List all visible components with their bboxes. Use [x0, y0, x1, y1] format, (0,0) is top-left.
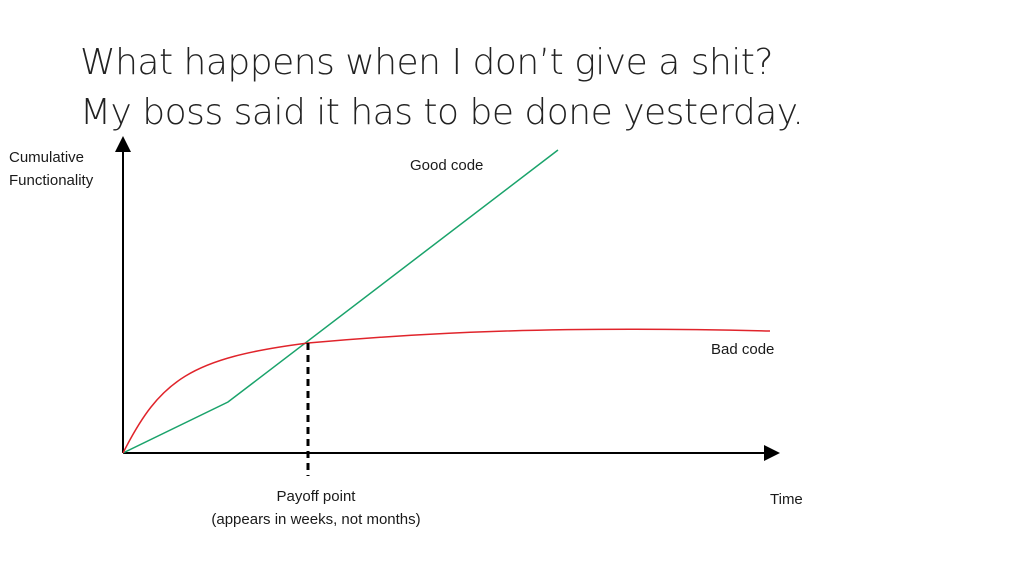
payoff-label-line-1: Payoff point: [276, 488, 356, 505]
title-line-2: My boss said it has to be done yesterday…: [80, 92, 804, 133]
y-axis-label-line-1: Cumulative: [9, 149, 85, 166]
bad-code-label: Bad code: [711, 341, 775, 358]
x-axis-label: Time: [770, 491, 803, 508]
good-code-curve: [122, 149, 559, 454]
slide-title: What happens when I don’t give a shit? M…: [80, 38, 980, 138]
good-code-label: Good code: [410, 157, 484, 174]
payoff-label: Payoff point (appears in weeks, not mont…: [186, 485, 446, 531]
y-axis-label: Cumulative Functionality: [9, 146, 93, 192]
y-axis-label-line-2: Functionality: [9, 172, 94, 189]
title-line-1: What happens when I don’t give a shit?: [80, 42, 774, 83]
payoff-label-line-2: (appears in weeks, not months): [211, 511, 421, 528]
bad-code-curve: [122, 328, 771, 454]
